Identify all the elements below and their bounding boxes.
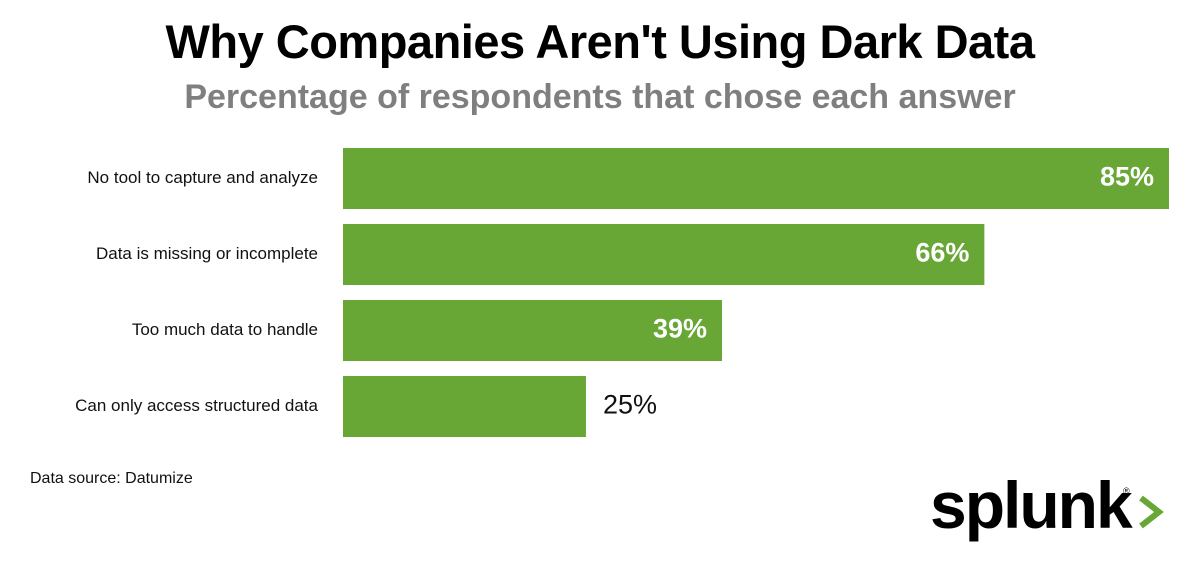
value-label-4: 25% xyxy=(603,390,657,420)
chevron-right-icon xyxy=(1138,495,1164,529)
logo-wordmark: splunk xyxy=(930,468,1133,542)
value-label-1: 85% xyxy=(1100,162,1154,192)
logo-registered-mark: ® xyxy=(1123,486,1130,496)
value-label-2: 66% xyxy=(915,238,969,268)
bar-3 xyxy=(343,300,722,361)
category-label-2: Data is missing or incomplete xyxy=(96,244,318,263)
value-label-3: 39% xyxy=(653,314,707,344)
category-label-1: No tool to capture and analyze xyxy=(87,168,318,187)
data-source-note: Data source: Datumize xyxy=(30,470,193,487)
bar-1 xyxy=(343,148,1169,209)
chart-subtitle: Percentage of respondents that chose eac… xyxy=(184,78,1016,116)
splunk-logo: splunk ® xyxy=(930,470,1165,540)
category-label-4: Can only access structured data xyxy=(75,396,318,415)
bar-4 xyxy=(343,376,586,437)
chart-title: Why Companies Aren't Using Dark Data xyxy=(165,15,1035,68)
category-label-3: Too much data to handle xyxy=(132,320,318,339)
bar-2 xyxy=(343,224,985,285)
